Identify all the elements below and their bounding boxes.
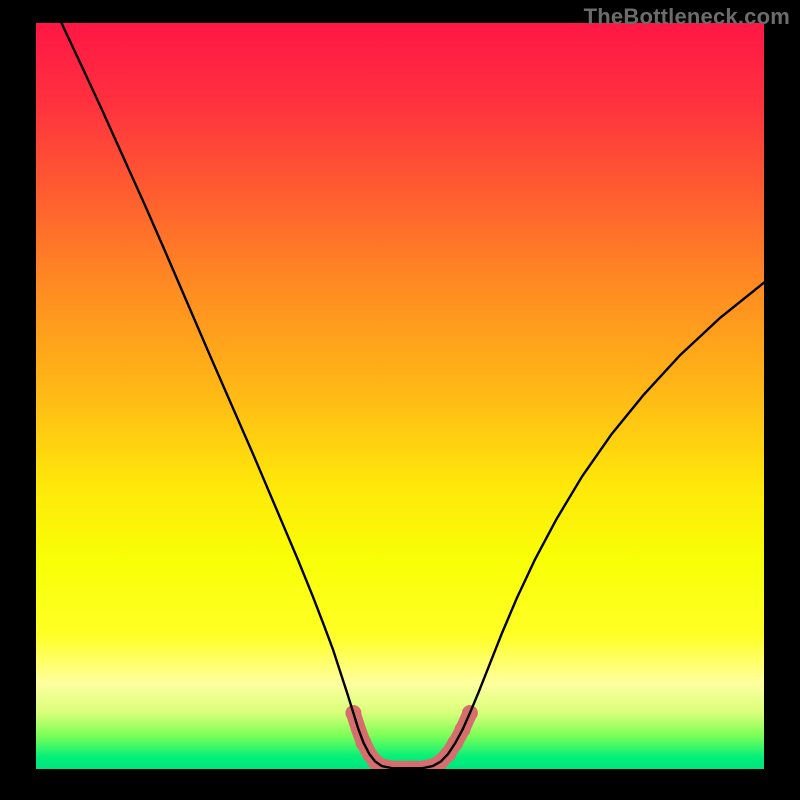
chart-frame: TheBottleneck.com: [0, 0, 800, 800]
plot-area: [36, 23, 764, 769]
watermark-text: TheBottleneck.com: [584, 4, 790, 30]
